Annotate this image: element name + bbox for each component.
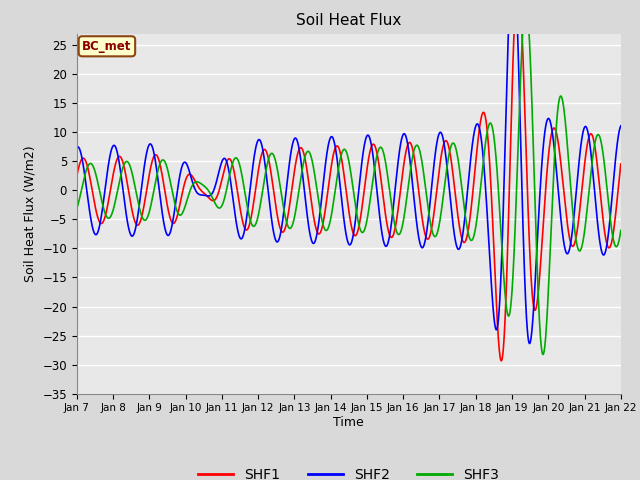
SHF1 (497, 358, 505, 364)
SHF1 (282, 225, 289, 230)
SHF3 (167, 183, 175, 189)
SHF2 (282, 195, 289, 201)
Y-axis label: Soil Heat Flux (W/m2): Soil Heat Flux (W/m2) (24, 145, 36, 282)
SHF1 (305, 181, 313, 187)
Text: BC_met: BC_met (82, 40, 132, 53)
SHF2 (73, 144, 81, 150)
Line: SHF1: SHF1 (77, 0, 621, 361)
Line: SHF2: SHF2 (77, 0, 621, 344)
SHF3 (73, 206, 81, 212)
SHF1 (167, 218, 175, 224)
SHF3 (305, 149, 313, 155)
SHF3 (617, 228, 625, 233)
SHF2 (167, 227, 175, 232)
SHF1 (73, 173, 81, 179)
Title: Soil Heat Flux: Soil Heat Flux (296, 13, 401, 28)
SHF2 (617, 123, 625, 129)
SHF3 (135, 203, 143, 208)
Legend: SHF1, SHF2, SHF3: SHF1, SHF2, SHF3 (193, 462, 505, 480)
SHF2 (135, 205, 143, 211)
SHF3 (548, 208, 556, 214)
SHF2 (525, 341, 533, 347)
X-axis label: Time: Time (333, 416, 364, 429)
SHF3 (522, 0, 530, 6)
SHF3 (539, 351, 547, 357)
SHF3 (282, 215, 289, 220)
Line: SHF3: SHF3 (77, 3, 621, 354)
SHF1 (617, 161, 625, 167)
SHF1 (135, 222, 143, 228)
SHF2 (305, 225, 313, 231)
SHF2 (607, 211, 614, 217)
SHF1 (548, 129, 556, 135)
SHF1 (607, 243, 614, 249)
SHF3 (607, 217, 614, 223)
SHF2 (548, 127, 556, 132)
